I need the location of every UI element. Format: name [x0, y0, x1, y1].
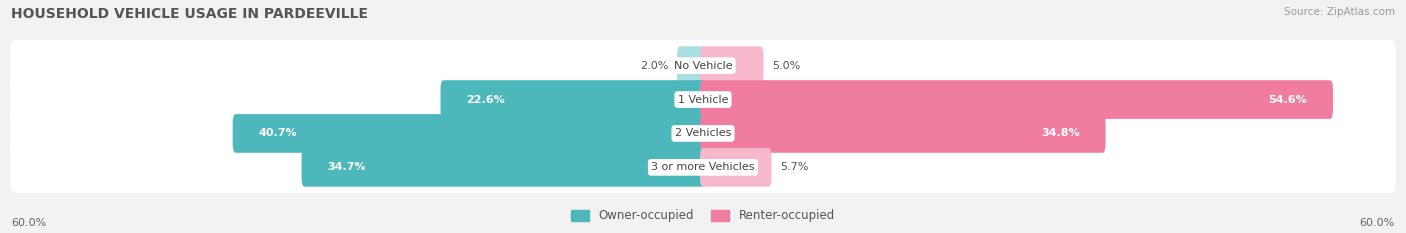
FancyBboxPatch shape: [232, 114, 706, 153]
FancyBboxPatch shape: [10, 40, 1396, 91]
Text: No Vehicle: No Vehicle: [673, 61, 733, 71]
Text: 5.0%: 5.0%: [772, 61, 800, 71]
Text: 2.0%: 2.0%: [640, 61, 669, 71]
Text: 60.0%: 60.0%: [1360, 218, 1395, 228]
Text: 34.7%: 34.7%: [328, 162, 366, 172]
Legend: Owner-occupied, Renter-occupied: Owner-occupied, Renter-occupied: [567, 205, 839, 227]
FancyBboxPatch shape: [10, 108, 1396, 159]
FancyBboxPatch shape: [700, 148, 772, 187]
FancyBboxPatch shape: [440, 80, 706, 119]
Text: 3 or more Vehicles: 3 or more Vehicles: [651, 162, 755, 172]
Text: 5.7%: 5.7%: [780, 162, 808, 172]
Text: HOUSEHOLD VEHICLE USAGE IN PARDEEVILLE: HOUSEHOLD VEHICLE USAGE IN PARDEEVILLE: [11, 7, 368, 21]
FancyBboxPatch shape: [678, 46, 706, 85]
Text: 2 Vehicles: 2 Vehicles: [675, 128, 731, 138]
Text: 40.7%: 40.7%: [259, 128, 297, 138]
Text: 34.8%: 34.8%: [1040, 128, 1080, 138]
FancyBboxPatch shape: [10, 142, 1396, 193]
Text: 1 Vehicle: 1 Vehicle: [678, 95, 728, 105]
FancyBboxPatch shape: [700, 46, 763, 85]
FancyBboxPatch shape: [700, 114, 1105, 153]
FancyBboxPatch shape: [700, 80, 1333, 119]
Text: 60.0%: 60.0%: [11, 218, 46, 228]
Text: Source: ZipAtlas.com: Source: ZipAtlas.com: [1284, 7, 1395, 17]
Text: 54.6%: 54.6%: [1268, 95, 1308, 105]
Text: 22.6%: 22.6%: [467, 95, 505, 105]
FancyBboxPatch shape: [10, 74, 1396, 125]
FancyBboxPatch shape: [301, 148, 706, 187]
